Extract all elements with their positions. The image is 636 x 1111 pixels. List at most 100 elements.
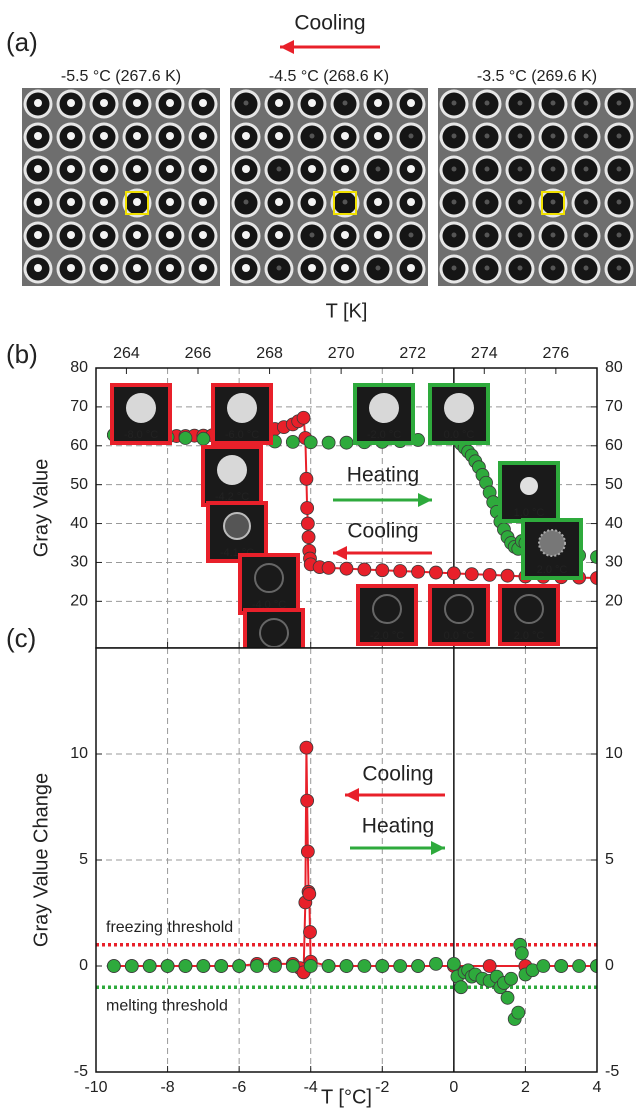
data-point (464, 567, 479, 582)
x-axis-title: T [°C] (321, 1086, 372, 1108)
y-tick-label: 20 (605, 593, 623, 610)
x2-tick-label: 264 (113, 345, 140, 362)
data-point (357, 562, 372, 577)
droplet (374, 198, 382, 206)
data-point (429, 956, 443, 971)
photo (438, 88, 636, 286)
data-point (454, 980, 468, 995)
data-point (301, 530, 316, 545)
data-point (411, 959, 425, 973)
data-point (268, 959, 282, 973)
droplet (375, 265, 381, 271)
droplet (583, 199, 589, 205)
droplet (34, 198, 42, 206)
data-point (339, 435, 354, 450)
droplet (243, 199, 249, 205)
highlight (541, 191, 565, 215)
data-point (300, 516, 315, 531)
droplet (199, 165, 207, 173)
y-tick-label: 30 (70, 554, 88, 571)
data-point (303, 959, 318, 973)
x-tick-label: 2 (521, 1079, 530, 1096)
y-tick-label: 50 (605, 476, 623, 493)
droplet (67, 132, 75, 140)
inset: -4.2 °C (201, 445, 263, 507)
y-tick-label: -5 (605, 1063, 619, 1080)
highlight (333, 191, 357, 215)
data-point (296, 410, 311, 425)
data-point (300, 501, 315, 515)
data-point (303, 435, 318, 450)
data-point (375, 563, 390, 578)
droplet (100, 231, 108, 239)
y-tick-label: 10 (70, 745, 88, 762)
x-tick-label: 0 (449, 1079, 458, 1096)
data-point (536, 959, 551, 973)
data-point (393, 959, 408, 973)
y-tick-label: 40 (70, 515, 88, 532)
droplet (341, 264, 349, 272)
annotation-arrow-head (345, 788, 359, 802)
data-point (214, 959, 229, 973)
data-point (300, 844, 315, 859)
inset-droplet (217, 455, 247, 485)
droplet (616, 199, 622, 205)
data-point (299, 471, 314, 486)
inset-label: 2.0 °C (537, 564, 568, 576)
photo-bg (438, 88, 636, 286)
droplet (67, 99, 75, 107)
droplet (34, 132, 42, 140)
droplet (308, 198, 316, 206)
inset-droplet (126, 393, 156, 423)
y-tick-label: 0 (605, 957, 614, 974)
data-point (339, 561, 354, 576)
arrow-label: Cooling (294, 12, 365, 35)
droplet (408, 133, 414, 139)
droplet (242, 231, 250, 239)
x-tick-label: -8 (160, 1079, 174, 1096)
inset: -2.0 °C (353, 383, 415, 445)
droplet (243, 100, 249, 106)
droplet (275, 99, 283, 107)
droplet (583, 232, 589, 238)
inset-droplet (227, 393, 257, 423)
data-point (178, 431, 193, 445)
inset-label: -4.0 °C (252, 599, 286, 611)
droplet (275, 132, 283, 140)
data-point (511, 1005, 526, 1020)
threshold-label: freezing threshold (106, 919, 233, 936)
data-point (285, 434, 300, 449)
y-axis-title: Gray Value Change (30, 773, 52, 947)
x2-tick-label: 270 (328, 345, 355, 362)
droplet (34, 231, 42, 239)
y-tick-label: 80 (70, 359, 88, 376)
annotation: Cooling (362, 763, 433, 786)
annotation-arrow-head (418, 493, 432, 507)
annotation: Heating (347, 464, 419, 487)
data-point (590, 550, 597, 564)
data-point (500, 568, 515, 583)
data-point (504, 971, 519, 986)
droplet (341, 231, 349, 239)
droplet (67, 165, 75, 173)
y-tick-label: 60 (605, 437, 623, 454)
photo (22, 88, 220, 286)
inset: -6.0 °C (211, 383, 273, 445)
data-point (124, 959, 139, 973)
droplet (408, 232, 414, 238)
inset-droplet (223, 512, 251, 540)
droplet (451, 133, 457, 139)
droplet (407, 264, 415, 272)
photo-bg (230, 88, 428, 286)
droplet (616, 100, 622, 106)
droplet (616, 166, 622, 172)
droplet (67, 264, 75, 272)
droplet (451, 166, 457, 172)
data-point (299, 740, 314, 755)
droplet (451, 100, 457, 106)
droplet (341, 132, 349, 140)
annotation-arrow-head (431, 841, 445, 855)
droplet (375, 166, 381, 172)
data-point (302, 887, 317, 901)
